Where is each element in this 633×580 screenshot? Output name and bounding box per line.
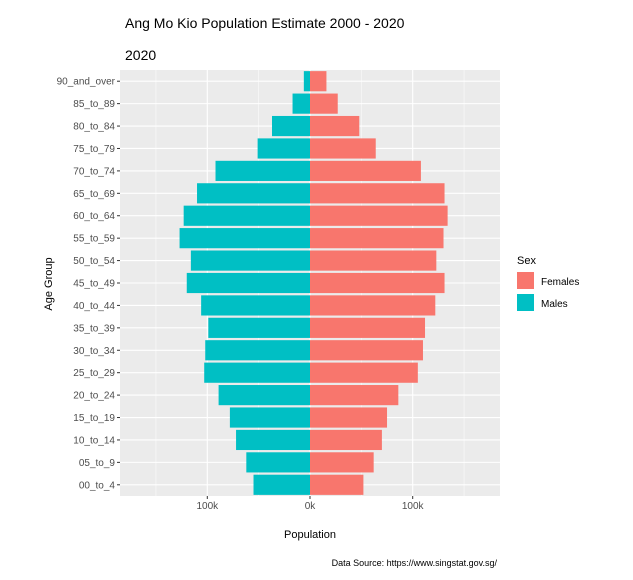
y-axis-ticks: 00_to_4 05_to_9 10_to_14 15_to_19 20_to_24 25… xyxy=(57,77,120,491)
bar-females-35_to_39 xyxy=(310,317,426,338)
bar-females-15_to_19 xyxy=(310,407,388,428)
bar-females-00_to_4 xyxy=(310,474,364,495)
bar-females-90_and_over xyxy=(310,71,327,92)
y-tick-label: 40_to_44 xyxy=(73,301,115,312)
bar-males-75_to_79 xyxy=(257,138,310,159)
bar-females-75_to_79 xyxy=(310,138,376,159)
x-axis-ticks: 100k 0k 100k xyxy=(196,496,425,512)
chart-title: Ang Mo Kio Population Estimate 2000 - 20… xyxy=(125,15,405,31)
y-tick-label: 75_to_79 xyxy=(73,144,115,155)
x-tick-label: 100k xyxy=(196,501,219,512)
y-tick-label: 30_to_34 xyxy=(73,346,115,357)
bar-males-20_to_24 xyxy=(218,385,310,406)
legend-label-males: Males xyxy=(541,299,568,310)
bar-females-85_to_89 xyxy=(310,93,338,114)
bar-females-05_to_9 xyxy=(310,452,374,473)
y-tick-label: 05_to_9 xyxy=(79,458,116,469)
bar-males-90_and_over xyxy=(303,71,310,92)
legend-key-males xyxy=(517,294,534,311)
bar-females-70_to_74 xyxy=(310,160,421,181)
bar-males-05_to_9 xyxy=(246,452,310,473)
y-tick-label: 80_to_84 xyxy=(73,122,115,133)
bar-females-30_to_34 xyxy=(310,340,423,361)
y-tick-label: 35_to_39 xyxy=(73,323,115,334)
bar-males-55_to_59 xyxy=(179,228,310,249)
y-tick-label: 10_to_14 xyxy=(73,435,115,446)
legend: Sex Females Males xyxy=(517,255,579,311)
bar-females-20_to_24 xyxy=(310,385,399,406)
bar-males-35_to_39 xyxy=(208,317,310,338)
bar-males-80_to_84 xyxy=(272,115,310,137)
x-tick-label: 100k xyxy=(402,501,425,512)
y-tick-label: 50_to_54 xyxy=(73,256,115,267)
bars xyxy=(179,71,448,495)
bar-males-70_to_74 xyxy=(215,160,310,181)
legend-key-females xyxy=(517,272,534,289)
bar-males-15_to_19 xyxy=(229,407,310,428)
y-tick-label: 20_to_24 xyxy=(73,391,115,402)
bar-males-30_to_34 xyxy=(205,340,310,361)
y-tick-label: 25_to_29 xyxy=(73,368,115,379)
bar-males-40_to_44 xyxy=(201,295,310,316)
y-tick-label: 00_to_4 xyxy=(79,480,116,491)
x-tick-label: 0k xyxy=(305,501,317,512)
bar-females-10_to_14 xyxy=(310,429,382,451)
bar-females-60_to_64 xyxy=(310,205,448,226)
bar-females-50_to_54 xyxy=(310,250,437,271)
caption-data-source: Data Source: https://www.singstat.gov.sg… xyxy=(332,558,498,568)
bar-females-45_to_49 xyxy=(310,272,445,294)
bar-males-45_to_49 xyxy=(186,272,310,294)
legend-title: Sex xyxy=(517,255,536,267)
y-axis-title: Age Group xyxy=(43,257,55,310)
y-tick-label: 65_to_69 xyxy=(73,189,115,200)
y-tick-label: 60_to_64 xyxy=(73,211,115,222)
bar-males-25_to_29 xyxy=(204,362,310,383)
y-tick-label: 15_to_19 xyxy=(73,413,115,424)
bar-males-60_to_64 xyxy=(183,205,310,226)
x-axis-title: Population xyxy=(284,529,336,541)
bar-females-40_to_44 xyxy=(310,295,436,316)
y-tick-label: 85_to_89 xyxy=(73,99,115,110)
bar-males-65_to_69 xyxy=(197,183,310,204)
legend-label-females: Females xyxy=(541,277,579,288)
bar-males-85_to_89 xyxy=(292,93,310,114)
bar-females-80_to_84 xyxy=(310,115,360,137)
bar-females-25_to_29 xyxy=(310,362,418,383)
bar-females-65_to_69 xyxy=(310,183,445,204)
bar-males-10_to_14 xyxy=(236,429,310,451)
bar-males-00_to_4 xyxy=(253,474,310,495)
bar-females-55_to_59 xyxy=(310,228,444,249)
chart-subtitle: 2020 xyxy=(125,47,156,63)
y-tick-label: 55_to_59 xyxy=(73,234,115,245)
y-tick-label: 45_to_49 xyxy=(73,279,115,290)
bar-males-50_to_54 xyxy=(190,250,310,271)
y-tick-label: 70_to_74 xyxy=(73,166,115,177)
y-tick-label: 90_and_over xyxy=(57,77,116,88)
